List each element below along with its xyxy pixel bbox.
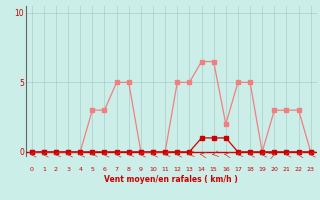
X-axis label: Vent moyen/en rafales ( km/h ): Vent moyen/en rafales ( km/h ) [104,175,238,184]
